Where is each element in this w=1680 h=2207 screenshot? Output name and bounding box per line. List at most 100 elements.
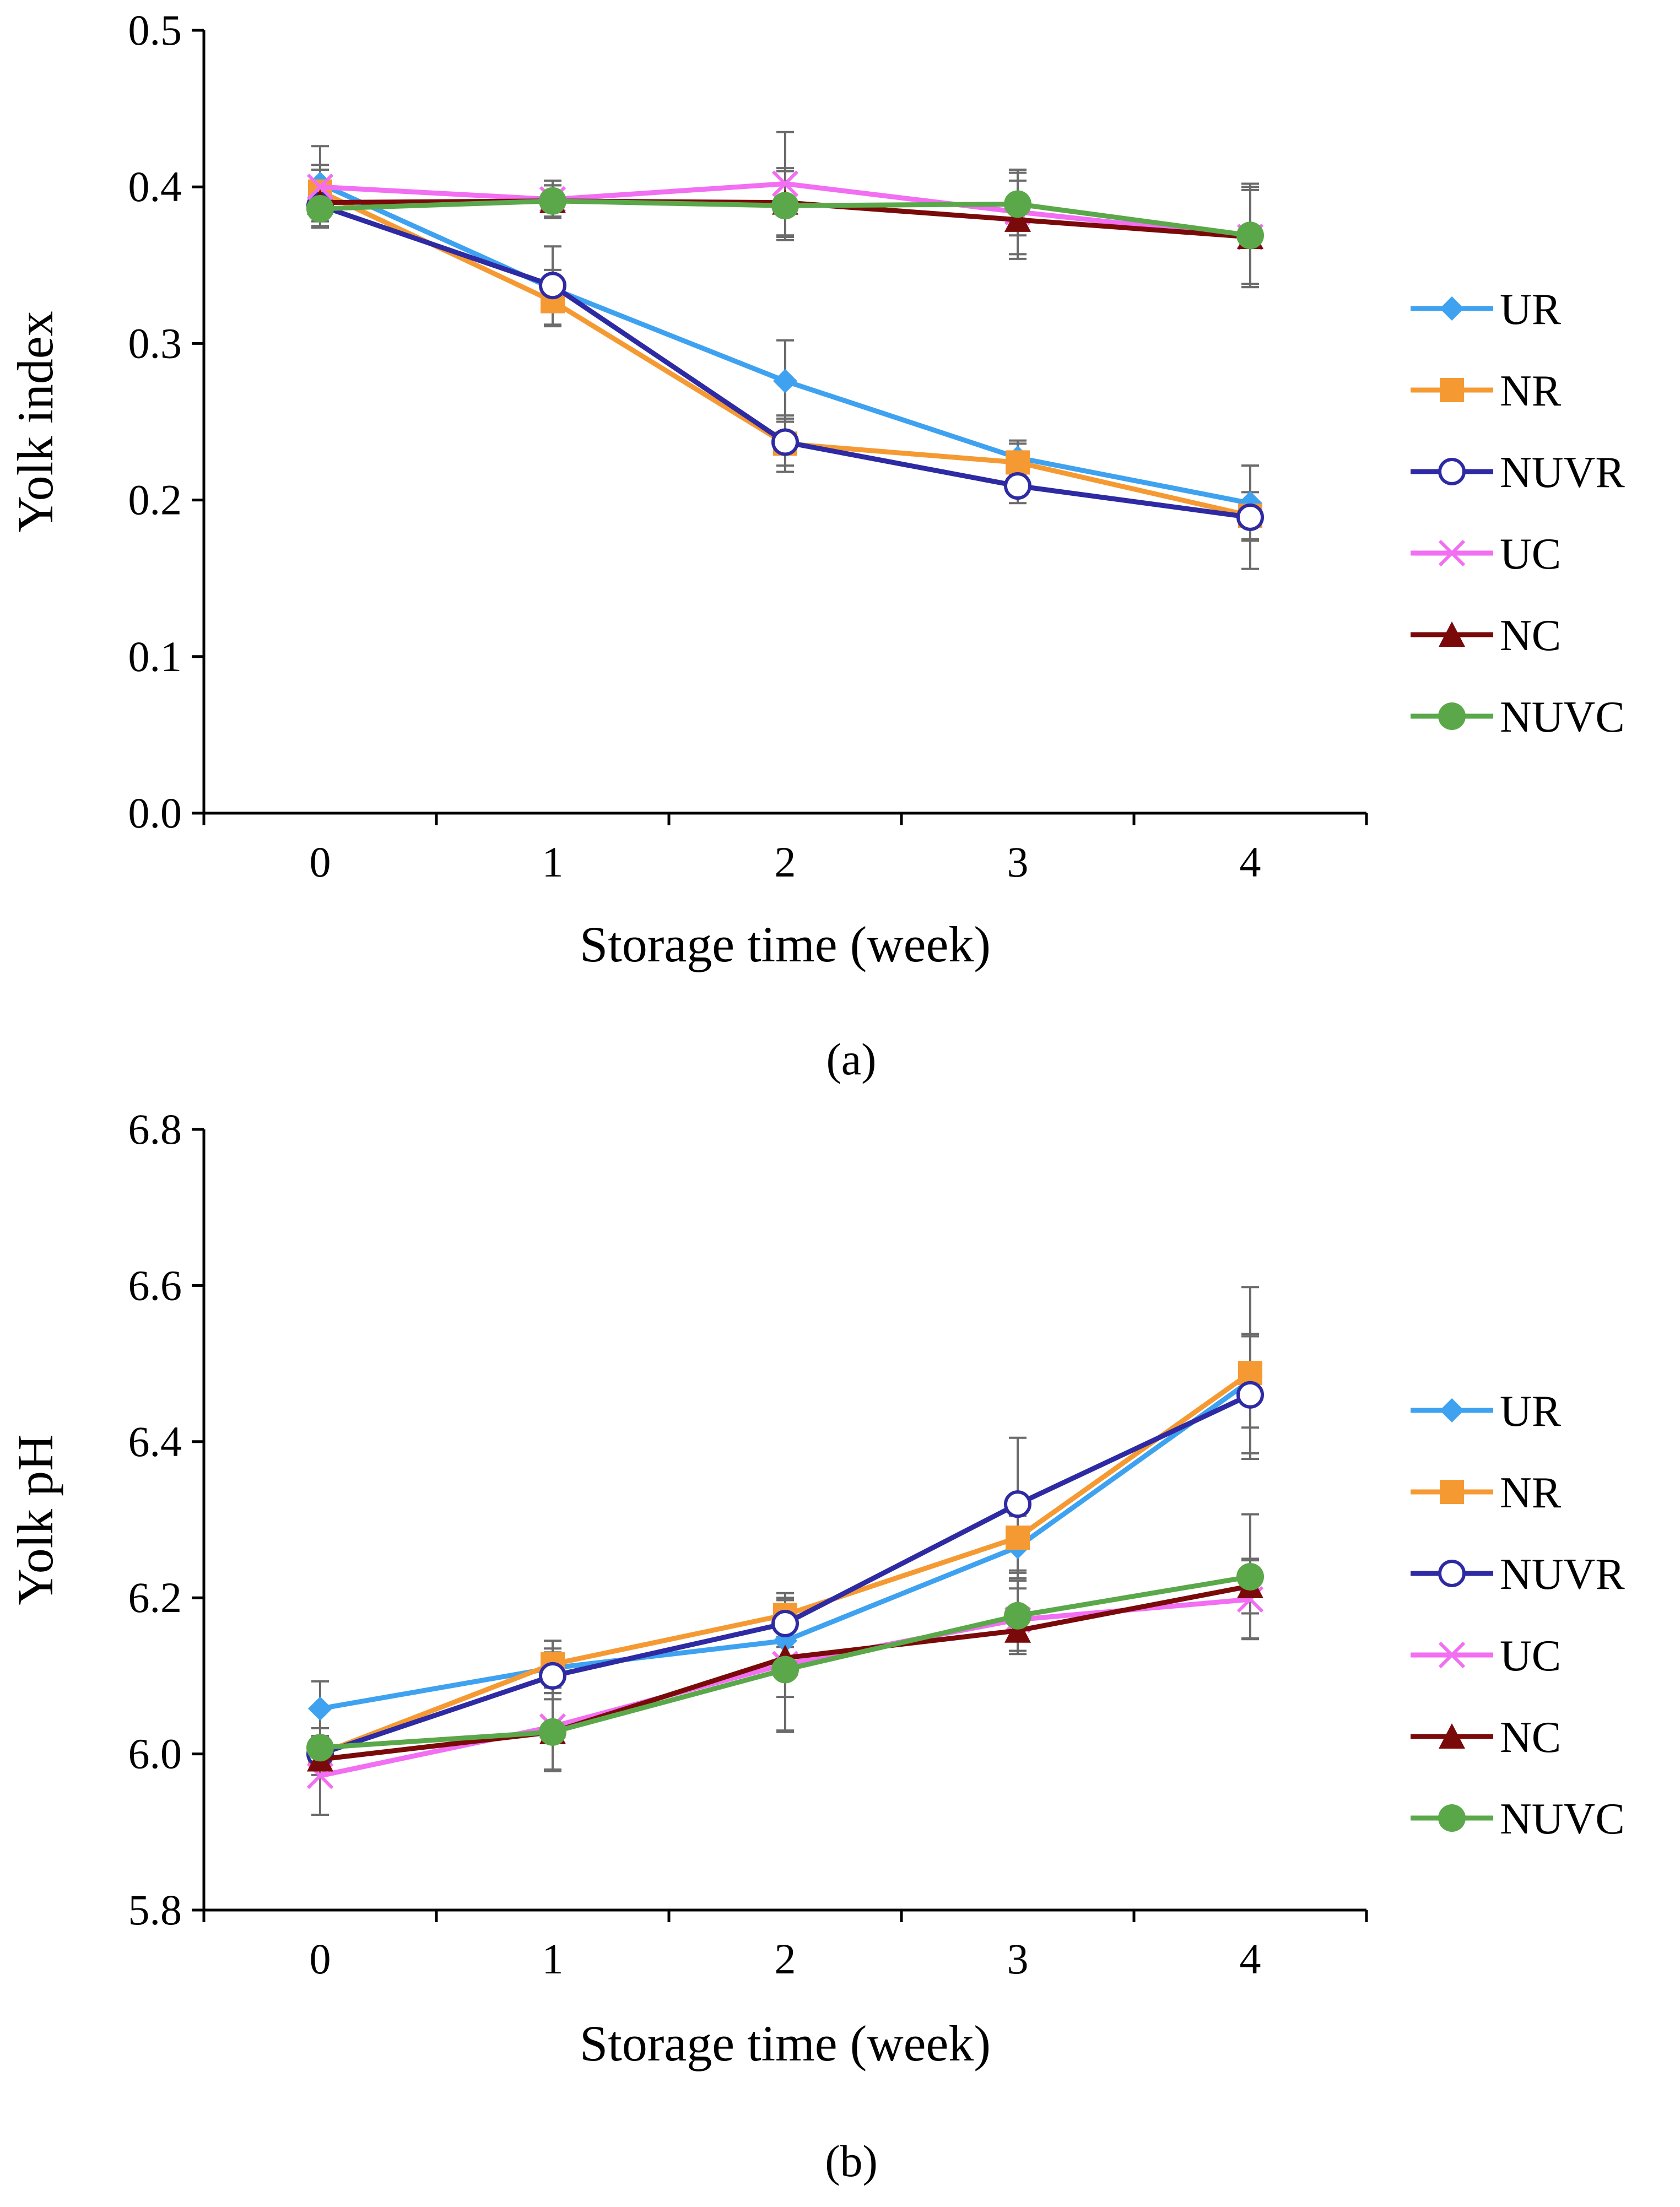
data-point-nuvr <box>1236 503 1264 531</box>
chart-panel-a: 0.0 0.1 0.2 0.3 0.4 0.5 0 1 2 3 4 Storage time (wee… <box>7 6 1625 1084</box>
y-tick-label: 6.6 <box>128 1261 182 1309</box>
legend-marker-uc <box>1438 539 1466 567</box>
x-tick-label: 0 <box>310 838 331 886</box>
legend-label-uc: UC <box>1500 1632 1561 1680</box>
panel-caption: (b) <box>825 2136 878 2186</box>
data-point-ur <box>308 1696 332 1721</box>
y-tick-label: 5.8 <box>128 1886 182 1934</box>
x-tick-label: 3 <box>1007 1935 1029 1983</box>
legend-marker-uc <box>1438 1641 1466 1669</box>
legend-marker-nuvr <box>1438 1560 1466 1587</box>
data-point-uc <box>306 174 334 201</box>
legend-item-uc: UC <box>1411 1632 1561 1680</box>
legend-item-nr: NR <box>1411 1469 1562 1517</box>
legend-item-nuvc: NUVC <box>1411 693 1625 742</box>
x-tick-label: 1 <box>542 838 564 886</box>
x-tick-label: 0 <box>310 1935 331 1983</box>
legend-marker-uc-stroke-2 <box>1438 1641 1466 1669</box>
y-tick-label: 0.3 <box>128 319 182 367</box>
legend-label-nc: NC <box>1500 1713 1561 1762</box>
series-nuvc <box>306 1562 1264 1762</box>
data-point-nc <box>1004 206 1031 232</box>
legend-marker-ur <box>1440 296 1464 321</box>
x-tick-label: 2 <box>775 838 796 886</box>
legend-item-uc: UC <box>1411 530 1561 578</box>
data-point-nr <box>1006 450 1030 475</box>
legend-marker-nr <box>1440 1480 1464 1504</box>
legend-item-nuvr: NUVR <box>1411 448 1625 497</box>
data-point-nr <box>1238 1361 1262 1386</box>
legend-label-nuvc: NUVC <box>1500 693 1625 742</box>
data-point-nuvc <box>771 1656 799 1684</box>
x-axis-title: Storage time (week) <box>580 916 991 972</box>
data-point-nuvr <box>539 1662 566 1690</box>
y-axis-title: Yolk index <box>7 311 63 532</box>
data-point-ur <box>773 369 797 393</box>
x-tick-label: 3 <box>1007 838 1029 886</box>
y-tick-label: 6.8 <box>128 1105 182 1153</box>
data-point-nuvc <box>1004 190 1031 218</box>
x-axis-title: Storage time (week) <box>580 2015 991 2071</box>
legend-item-nuvc: NUVC <box>1411 1795 1625 1843</box>
data-point-nuvr <box>771 1609 799 1637</box>
y-axis-title: Yolk pH <box>7 1434 63 1605</box>
legend-item-nr: NR <box>1411 367 1562 415</box>
legend-label-uc: UC <box>1500 530 1561 578</box>
x-tick-label: 4 <box>1240 838 1261 886</box>
data-point-nc <box>1004 1617 1031 1643</box>
legend-label-ur: UR <box>1500 1387 1562 1436</box>
legend-item-nc: NC <box>1411 1713 1561 1762</box>
data-point-nuvr <box>1004 472 1031 500</box>
data-point-nuvc <box>306 1734 334 1762</box>
x-tick-label: 1 <box>542 1935 564 1983</box>
y-tick-label: 0.5 <box>128 6 182 54</box>
legend-marker-nr <box>1440 378 1464 402</box>
data-point-uc-stroke-2 <box>306 174 334 201</box>
legend-item-nuvr: NUVR <box>1411 1550 1625 1599</box>
legend-label-nr: NR <box>1500 1469 1562 1517</box>
panel-caption: (a) <box>826 1034 876 1084</box>
legend-marker-nc <box>1439 1723 1465 1749</box>
chart-panel-b: 5.8 6.0 6.2 6.4 6.6 6.8 0 1 2 3 4 Storage time (wee… <box>7 1105 1625 2186</box>
legend-marker-ur <box>1440 1398 1464 1422</box>
data-point-nuvr <box>1004 1490 1031 1518</box>
legend-label-nuvc: NUVC <box>1500 1795 1625 1843</box>
data-point-nuvc <box>771 192 799 220</box>
x-tick-label: 2 <box>775 1935 796 1983</box>
legend-label-nuvr: NUVR <box>1500 448 1625 497</box>
data-point-nuvc <box>306 194 334 223</box>
y-tick-label: 0.2 <box>128 476 182 524</box>
legend-label-nuvr: NUVR <box>1500 1550 1625 1599</box>
data-point-nr <box>1006 1526 1030 1550</box>
legend-item-nc: NC <box>1411 612 1561 660</box>
legend-label-ur: UR <box>1500 285 1562 334</box>
legend: UR NR NUVR UC NC NUVC <box>1411 1387 1625 1843</box>
y-tick-label: 0.0 <box>128 789 182 837</box>
x-tick-label: 4 <box>1240 1935 1261 1983</box>
data-point-uc-stroke-2 <box>771 170 799 197</box>
legend-label-nr: NR <box>1500 367 1562 415</box>
y-tick-label: 6.4 <box>128 1418 182 1465</box>
data-point-uc <box>771 170 799 197</box>
series-nuvc <box>306 187 1264 250</box>
legend-marker-uc-stroke-2 <box>1438 539 1466 567</box>
legend: UR NR NUVR UC NC NUVC <box>1411 285 1625 742</box>
legend-label-nc: NC <box>1500 612 1561 660</box>
data-point-nuvc <box>539 187 566 215</box>
data-point-nuvr <box>1236 1381 1264 1409</box>
y-tick-label: 0.4 <box>128 163 182 210</box>
legend-marker-nuvc <box>1438 1804 1466 1832</box>
data-point-nuvr <box>539 272 566 300</box>
y-tick-label: 6.2 <box>128 1573 182 1621</box>
y-tick-label: 6.0 <box>128 1730 182 1778</box>
y-tick-label: 0.1 <box>128 632 182 680</box>
data-point-nuvc <box>1004 1602 1031 1630</box>
legend-marker-nuvr <box>1438 458 1466 485</box>
legend-item-ur: UR <box>1411 285 1562 334</box>
series-nuvr <box>306 1381 1264 1768</box>
legend-marker-nc <box>1439 621 1465 647</box>
data-point-nuvc <box>1236 1562 1264 1591</box>
data-point-nuvr <box>771 428 799 456</box>
